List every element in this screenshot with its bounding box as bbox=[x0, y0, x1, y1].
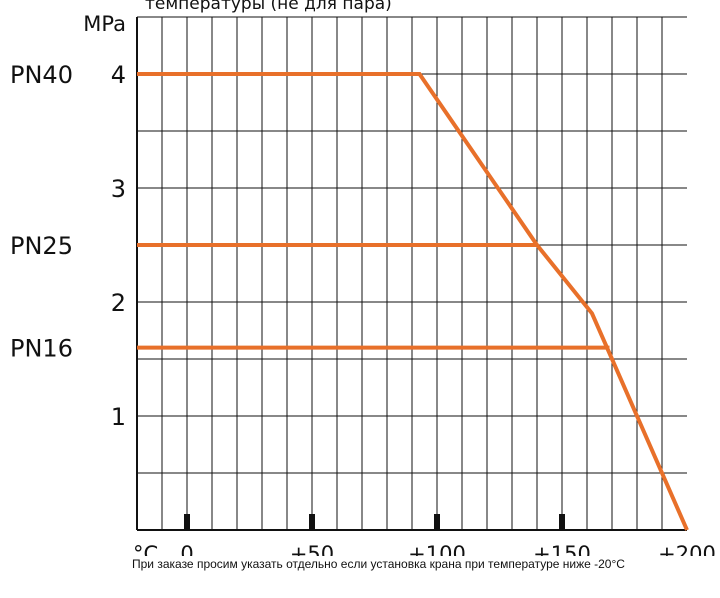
y-tick-label: 4 bbox=[111, 61, 126, 89]
x-axis-label: °C bbox=[133, 542, 158, 556]
series-lines bbox=[137, 72, 689, 531]
series-label-pn40: PN40 bbox=[10, 61, 73, 89]
y-axis-label: MPa bbox=[83, 12, 126, 36]
x-tick-mark bbox=[184, 514, 190, 530]
x-tick-mark bbox=[559, 514, 565, 530]
x-tick-label: 0 bbox=[180, 542, 193, 556]
series-label-pn16: PN16 bbox=[10, 335, 73, 363]
series-labels: PN40 PN25 PN16 bbox=[10, 61, 73, 363]
x-tick-marks bbox=[184, 514, 565, 530]
x-tick-mark bbox=[309, 514, 315, 530]
grid bbox=[137, 17, 687, 530]
order-footnote: При заказе просим указать отдельно если … bbox=[132, 557, 625, 571]
x-tick-label: +100 bbox=[408, 542, 466, 556]
y-tick-label: 3 bbox=[111, 175, 126, 203]
x-tick-label: +200 bbox=[658, 542, 716, 556]
plot-frame bbox=[136, 16, 687, 531]
x-tick-label: +150 bbox=[533, 542, 591, 556]
pressure-temperature-chart: температуры (не для пара) MPa °C 1 2 3 4 0 +… bbox=[10, 0, 716, 556]
x-tick-mark bbox=[434, 514, 440, 530]
x-tick-labels: 0 +50 +100 +150 +200 bbox=[180, 542, 716, 556]
chart-title: температуры (не для пара) bbox=[145, 0, 392, 14]
y-tick-labels: 1 2 3 4 bbox=[111, 61, 126, 431]
y-tick-label: 2 bbox=[111, 289, 126, 317]
x-tick-label: +50 bbox=[290, 542, 334, 556]
series-label-pn25: PN25 bbox=[10, 232, 73, 260]
y-tick-label: 1 bbox=[111, 403, 126, 431]
